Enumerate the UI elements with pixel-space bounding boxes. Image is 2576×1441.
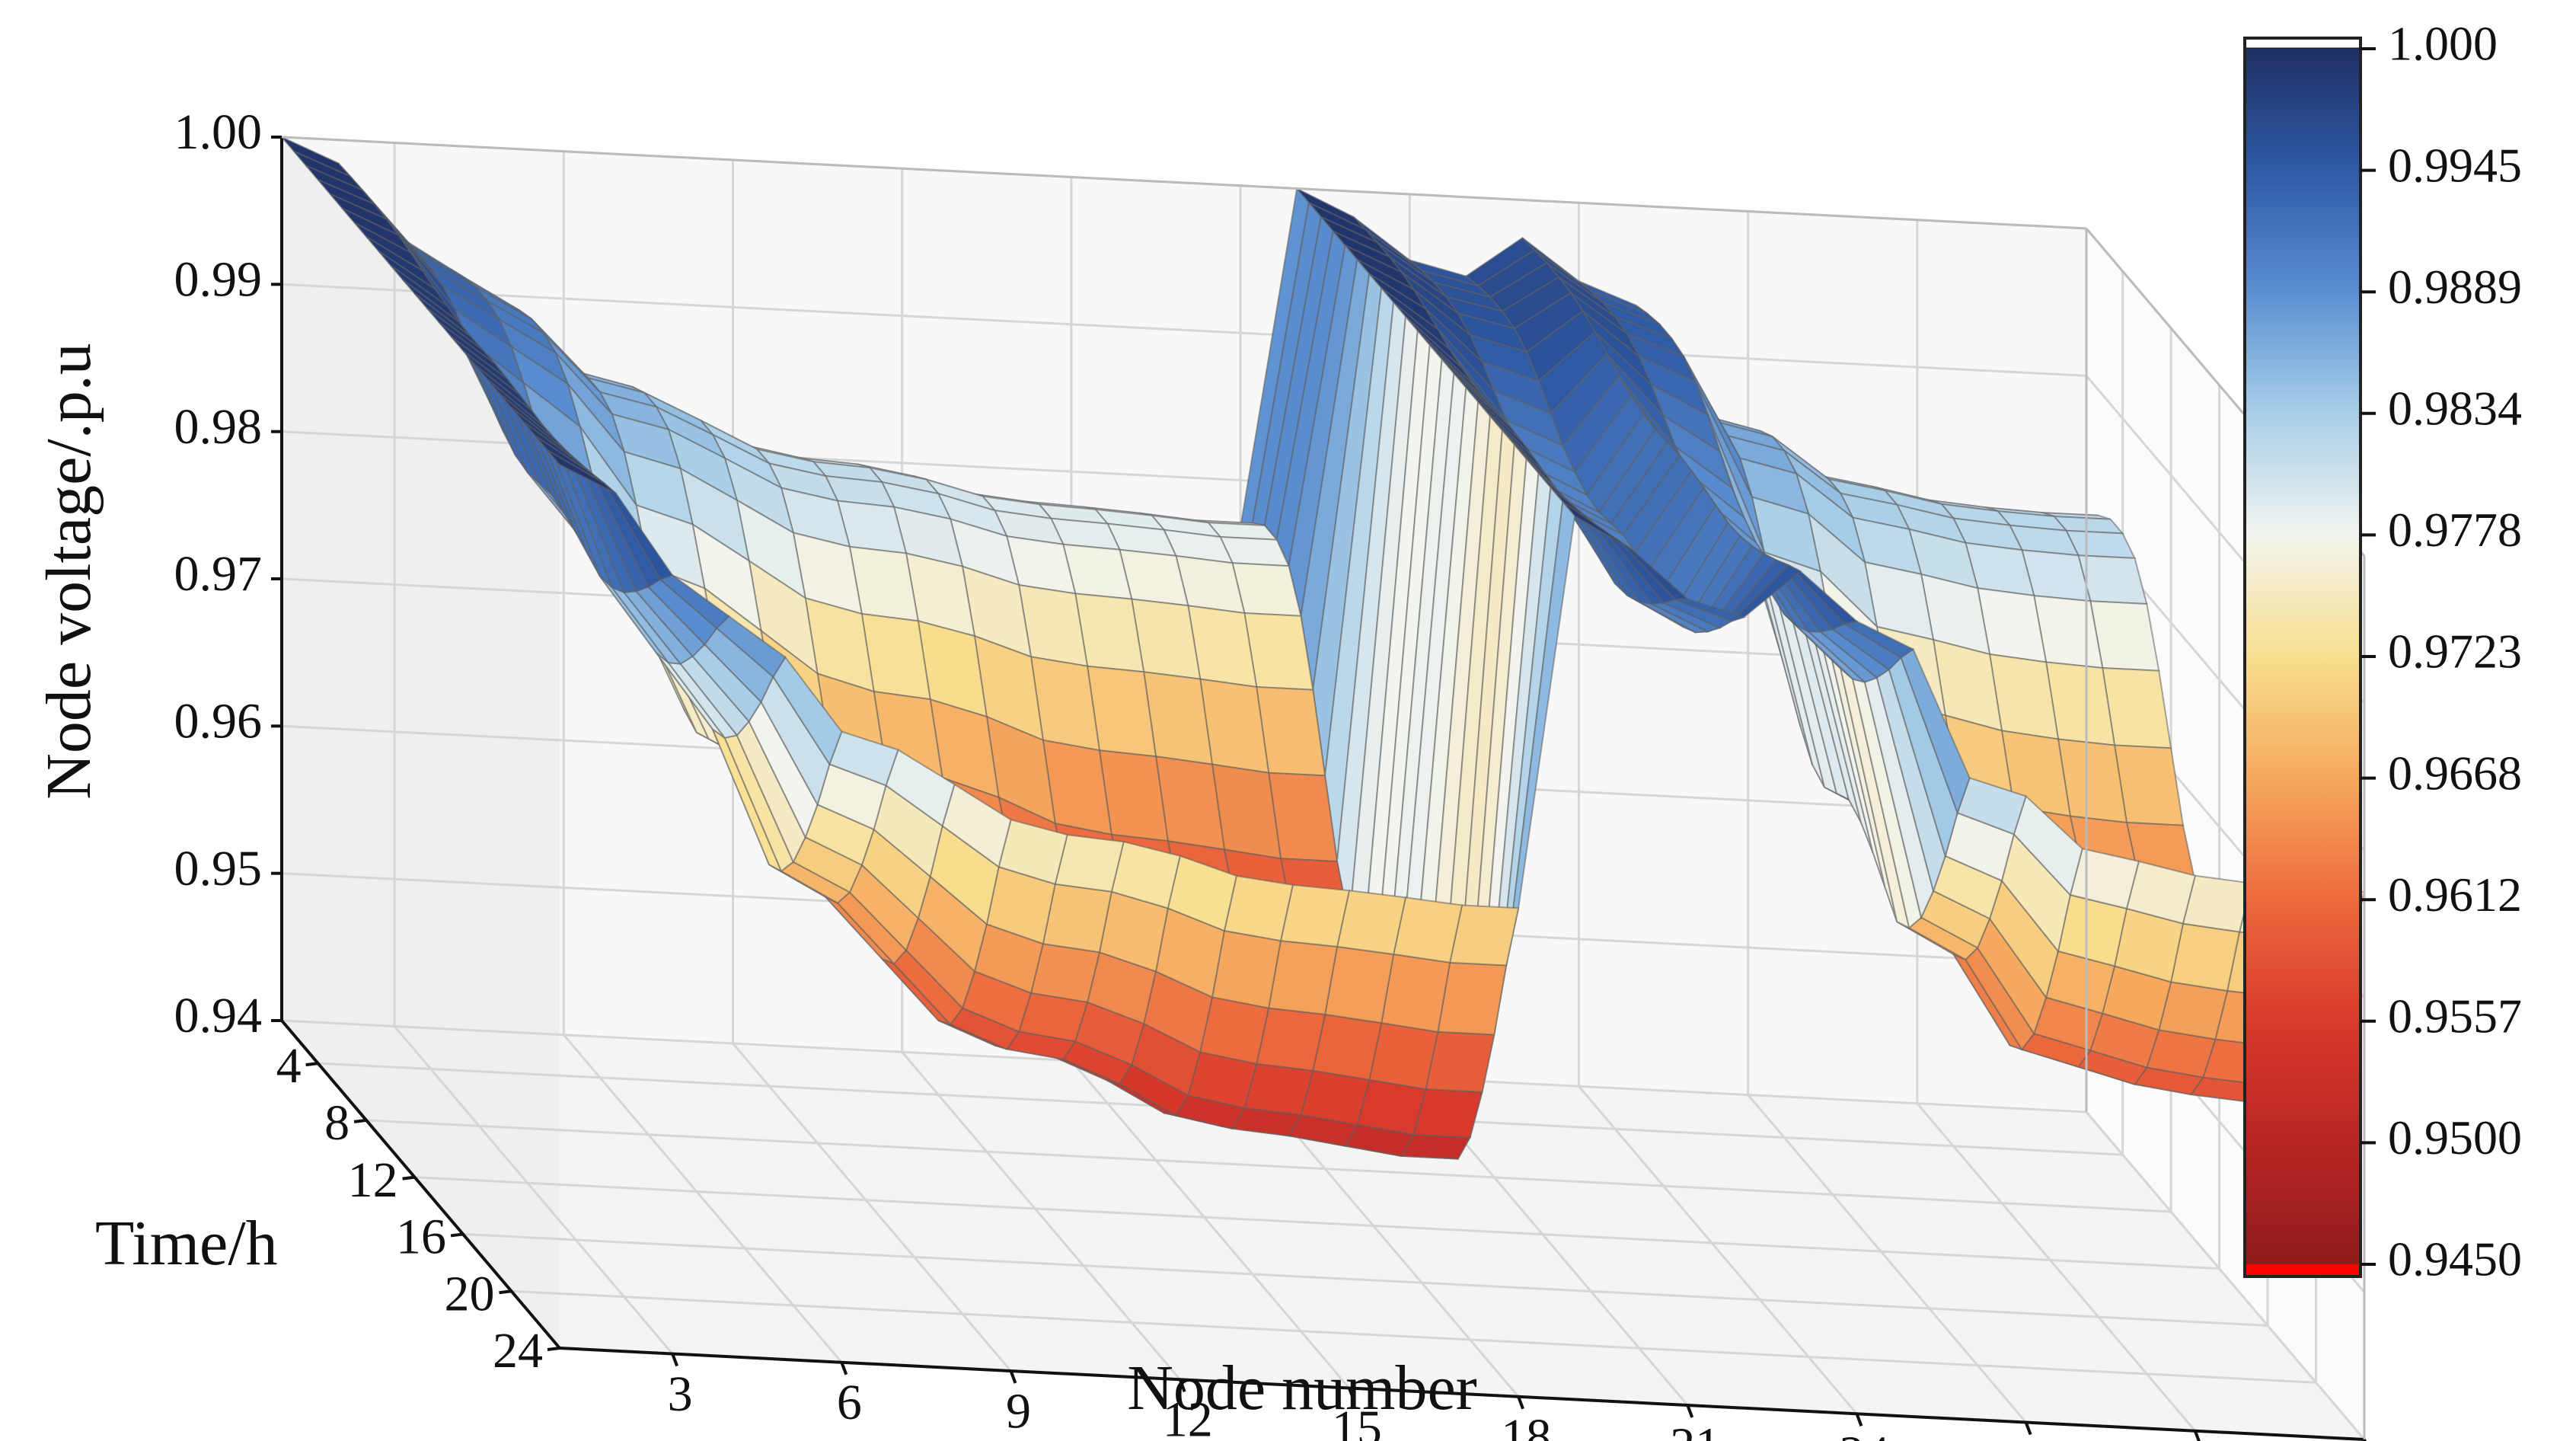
colorbar-tick-label: 1.000 (2388, 17, 2498, 71)
x-tick-mark (1517, 1396, 1524, 1410)
x-tick-label: 6 (837, 1375, 862, 1430)
grid-line (366, 1119, 2172, 1213)
x-tick-mark (671, 1353, 678, 1367)
colorbar-gradient (2245, 49, 2361, 1264)
y-axis-title: Time/h (95, 1208, 278, 1279)
colorbar-tick-label: 0.9557 (2388, 989, 2522, 1043)
y-tick-mark (547, 1347, 560, 1351)
z-axis-ticks: 1.00 0.99 0.98 0.97 0.96 0.95 0.94 (174, 104, 282, 1043)
side-wall-pane (282, 137, 560, 1348)
x-tick-mark (1686, 1404, 1694, 1418)
z-tick-label: 0.95 (174, 841, 263, 896)
grid-line (1070, 1059, 1351, 1389)
colorbar-tick-label: 0.9668 (2388, 746, 2522, 800)
y-tick-mark (450, 1232, 464, 1238)
back-top-edge (281, 136, 2087, 230)
colorbar-over-swatch (2243, 37, 2362, 50)
surface-patch (547, 449, 617, 494)
z-tick-label: 0.97 (174, 546, 263, 602)
z-tick-label: 0.99 (174, 251, 263, 307)
x-tick-label: 24 (1839, 1427, 1889, 1441)
x-tick-label: 18 (1501, 1409, 1551, 1441)
x-tick-label: 9 (1006, 1383, 1031, 1439)
colorbar-tick-label: 0.9834 (2388, 381, 2522, 435)
colorbar: 1.000 0.9945 0.9889 0.9834 0.9778 0.9723 0.966… (2243, 17, 2522, 1286)
y-axis-line (280, 1019, 561, 1350)
x-tick-mark (2024, 1421, 2032, 1436)
x-axis-title: Node number (1127, 1353, 1477, 1423)
grid-line (393, 1025, 674, 1355)
x-tick-mark (1348, 1387, 1355, 1401)
colorbar-tick-label: 0.9723 (2388, 625, 2522, 679)
x-tick-mark (840, 1362, 848, 1376)
z-axis-title: Node voltage/.p.u (34, 343, 104, 800)
y-tick-mark (402, 1175, 415, 1181)
y-tick-mark (305, 1062, 318, 1067)
z-tick-label: 0.96 (174, 693, 263, 749)
colorbar-under-swatch (2245, 1264, 2361, 1276)
colorbar-ticks: 1.000 0.9945 0.9889 0.9834 0.9778 0.9723 0.966… (2361, 17, 2522, 1286)
y-tick-label: 16 (396, 1209, 446, 1265)
z-tick-label: 0.98 (174, 399, 263, 455)
grid-line (281, 283, 2087, 377)
colorbar-tick-label: 0.9889 (2388, 260, 2522, 314)
y-tick-label: 12 (348, 1152, 398, 1208)
y-tick-label: 8 (324, 1095, 350, 1151)
grid-line (511, 1289, 2316, 1384)
grid-line (563, 1034, 843, 1363)
y-tick-label: 4 (276, 1038, 302, 1094)
x-tick-mark (1855, 1413, 1863, 1427)
x-axis-ticks: 3691215182124273033 (668, 1353, 2367, 1441)
x-tick-label: 27 (2009, 1435, 2059, 1441)
x-tick-label: 21 (1670, 1417, 1720, 1441)
x-tick-mark (2193, 1430, 2201, 1441)
x-tick-label: 12 (1163, 1392, 1213, 1441)
colorbar-tick-label: 0.9945 (2388, 138, 2522, 192)
x-tick-mark (1009, 1370, 1017, 1384)
grid-line (462, 1232, 2268, 1327)
y-tick-label: 20 (445, 1266, 495, 1321)
x-tick-label: 15 (1332, 1401, 1382, 1441)
y-tick-mark (353, 1118, 367, 1123)
grid-line (2085, 1111, 2366, 1440)
grid-line (1747, 1094, 2027, 1423)
grid-line (732, 1043, 1012, 1372)
x-axis-line (559, 1347, 2365, 1441)
y-tick-mark (499, 1289, 512, 1295)
colorbar-tick-label: 0.9500 (2388, 1110, 2522, 1165)
y-tick-label: 24 (493, 1323, 543, 1379)
grid-line (414, 1176, 2220, 1270)
colorbar-tick-label: 0.9612 (2388, 867, 2522, 922)
z-tick-label: 0.94 (174, 988, 263, 1043)
z-tick-label: 1.00 (174, 104, 263, 160)
grid-line (1916, 1102, 2196, 1432)
grid-line (1578, 1085, 1858, 1415)
grid-line (901, 1051, 1181, 1381)
x-tick-label: 3 (668, 1366, 693, 1422)
colorbar-tick-label: 0.9778 (2388, 503, 2522, 557)
colorbar-tick-label: 0.9450 (2388, 1232, 2522, 1286)
x-tick-mark (1178, 1379, 1186, 1392)
